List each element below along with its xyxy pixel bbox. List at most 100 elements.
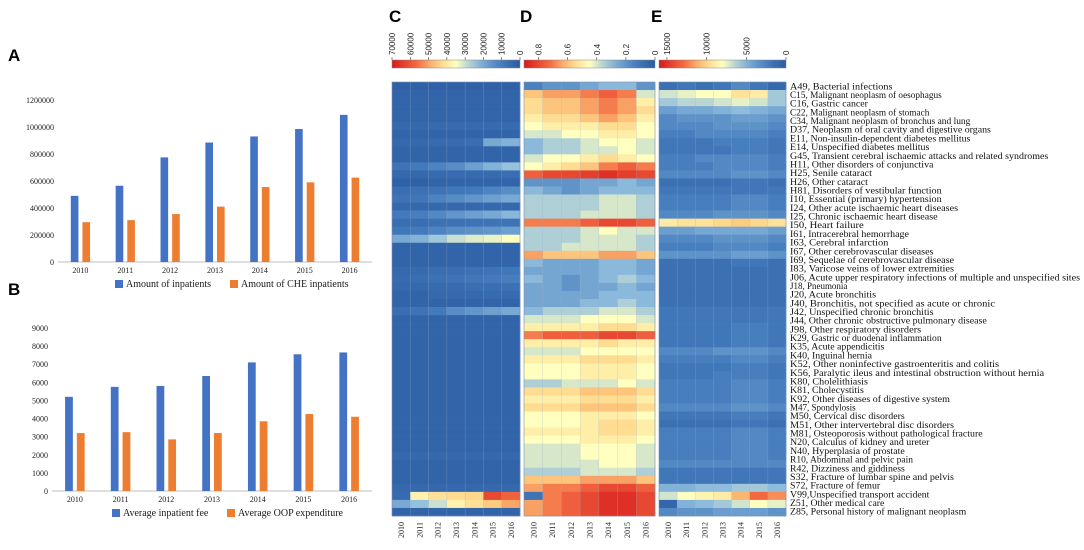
heatmap-cell (542, 106, 562, 115)
heatmap-cell (410, 290, 429, 300)
heatmap-cell (561, 210, 581, 219)
heatmap-cell (483, 339, 503, 348)
heatmap-cell (659, 395, 678, 404)
x-tick-label: 2016 (642, 522, 651, 538)
heatmap-cell (483, 387, 503, 396)
heatmap-cell (428, 331, 448, 340)
heatmap-cell (749, 363, 769, 372)
heatmap-cell (561, 491, 581, 501)
heatmap-cell (392, 154, 411, 163)
heatmap-cell (695, 419, 714, 428)
heatmap-cell (483, 250, 503, 260)
heatmap-cell (767, 98, 787, 107)
heatmap-cell (392, 419, 411, 428)
heatmap-cell (410, 299, 429, 308)
heatmap-cell (695, 331, 714, 340)
heatmap-cell (428, 347, 448, 356)
panel-label-a: A (8, 46, 20, 65)
heatmap-cell (695, 339, 714, 348)
heatmap-cell (598, 122, 618, 131)
heatmap-cell (767, 323, 787, 332)
bar (351, 416, 359, 491)
heatmap-cell (561, 138, 581, 147)
heatmap-cell (580, 459, 600, 469)
heatmap-cell (561, 290, 581, 300)
heatmap-cell (713, 178, 732, 187)
heatmap-cell (446, 459, 466, 469)
heatmap-cell (659, 122, 678, 131)
heatmap-cell (713, 146, 732, 155)
heatmap-cell (713, 162, 732, 171)
heatmap-cell (617, 387, 637, 396)
heatmap-cell (713, 491, 732, 501)
heatmap-cell (636, 459, 656, 469)
heatmap-cell (465, 379, 484, 388)
heatmap-cell (695, 403, 714, 412)
heatmap-cell (677, 242, 696, 252)
heatmap-cell (636, 451, 656, 461)
heatmap-cell (483, 138, 503, 147)
heatmap-cell (749, 483, 769, 493)
heatmap-cell (731, 323, 751, 332)
heatmap-cell (713, 282, 732, 292)
heatmap-cell (524, 218, 544, 227)
x-tick-label: 2014 (470, 522, 479, 538)
x-tick-label: 2012 (158, 495, 174, 504)
heatmap-cell (524, 331, 544, 340)
x-tick-label: 2015 (295, 495, 311, 504)
heatmap-cell (524, 435, 544, 444)
heatmap-cell (659, 379, 678, 388)
heatmap-cell (731, 387, 751, 396)
bar (205, 142, 213, 262)
heatmap-cell (713, 307, 732, 316)
heatmap-cell (580, 451, 600, 461)
disease-label: H11, Other disorders of conjunctiva (790, 159, 934, 169)
heatmap-cell (561, 499, 581, 509)
x-tick-label: 2012 (434, 522, 443, 538)
heatmap-cell (580, 411, 600, 420)
heatmap-cell (731, 194, 751, 203)
heatmap-cell (501, 146, 521, 155)
heatmap-cell (501, 106, 521, 115)
heatmap-cell (392, 146, 411, 155)
heatmap-cell (713, 202, 732, 211)
heatmap-cell (636, 355, 656, 364)
heatmap-cell (677, 339, 696, 348)
heatmap-cell (392, 290, 411, 300)
heatmap-cell (749, 154, 769, 163)
heatmap-cell (410, 475, 429, 485)
heatmap-cell (410, 122, 429, 131)
heatmap-cell (580, 282, 600, 292)
heatmap-cell (713, 122, 732, 131)
heatmap-cell (580, 339, 600, 348)
heatmap-border (523, 81, 656, 517)
y-tick-label: 400000 (30, 204, 54, 213)
heatmap-cell (598, 162, 618, 171)
heatmap-cell (446, 363, 466, 372)
heatmap-cell (695, 234, 714, 244)
heatmap-cell (767, 475, 787, 485)
heatmap-cell (483, 467, 503, 477)
heatmap-cell (465, 403, 484, 412)
x-tick-label: 2013 (204, 495, 220, 504)
heatmap-cell (767, 226, 787, 236)
heatmap-cell (483, 218, 503, 227)
disease-label: E11, Non-insulin-dependent diabetes mell… (790, 133, 971, 143)
heatmap-cell (483, 403, 503, 412)
heatmap-cell (446, 290, 466, 300)
heatmap-cell (659, 363, 678, 372)
heatmap-cell (561, 250, 581, 260)
heatmap-cell (695, 258, 714, 268)
heatmap-cell (483, 194, 503, 203)
heatmap-cell (392, 82, 411, 91)
heatmap-c: 2010 2011 2012 2013 2014 2015 2016 70000 60000 50… (388, 32, 525, 538)
heatmap-cell (695, 507, 714, 517)
heatmap-cell (636, 339, 656, 348)
heatmap-cell (410, 387, 429, 396)
heatmap-cell (524, 234, 544, 244)
heatmap-cell (659, 299, 678, 308)
heatmap-cell (580, 218, 600, 227)
heatmap-cell (767, 274, 787, 284)
disease-label: V99,Unspecified transport accident (790, 489, 930, 499)
